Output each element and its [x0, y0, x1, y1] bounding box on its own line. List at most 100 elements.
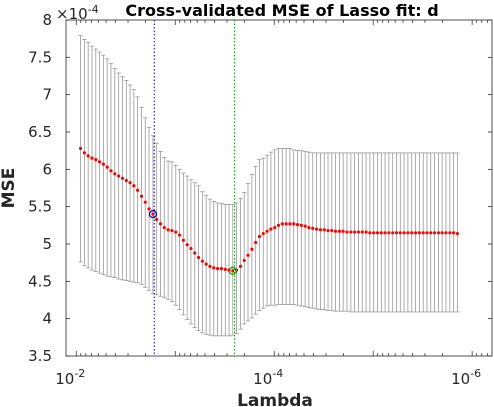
mse-point: [311, 226, 315, 230]
mse-point: [440, 231, 444, 235]
mse-point: [429, 231, 433, 235]
mse-point: [177, 233, 182, 237]
mse-point: [364, 230, 368, 234]
mse-point: [147, 207, 151, 211]
mse-point: [189, 246, 193, 251]
mse-point: [162, 225, 166, 230]
y-tick-label: 6.5: [28, 123, 52, 141]
mse-point: [432, 231, 437, 235]
mse-point: [379, 231, 383, 235]
mse-point: [337, 229, 342, 233]
mse-point: [269, 227, 273, 231]
mse-point: [402, 231, 406, 235]
mse-point: [387, 231, 391, 235]
mse-point: [299, 223, 303, 227]
mse-point: [143, 200, 147, 204]
x-tick-label: 10-2: [55, 367, 85, 388]
mse-point: [353, 230, 357, 234]
mse-point: [292, 222, 296, 226]
x-tick-group: 10-2 10-4 10-6: [55, 20, 488, 388]
mse-point: [208, 264, 212, 268]
y-tick-label: 7: [42, 86, 52, 104]
mse-point: [136, 188, 140, 192]
mse-point: [303, 224, 307, 228]
mse-point: [254, 240, 258, 245]
mse-point: [86, 154, 90, 158]
mse-point: [105, 165, 109, 169]
mse-point: [322, 228, 326, 232]
mse-point: [219, 267, 224, 271]
mse-point: [204, 262, 208, 266]
plot-area-background: [66, 20, 492, 356]
mse-point: [109, 169, 113, 173]
mse-point: [341, 229, 345, 233]
mse-point: [242, 258, 246, 263]
x-tick-label: 10-4: [253, 367, 283, 388]
mse-point: [421, 231, 425, 235]
mse-point: [288, 222, 292, 226]
mse-point: [410, 231, 414, 235]
mse-point: [413, 231, 418, 235]
y-tick-group: 3.5 4 4.5 5 5.5 6 6.5 7 7.5 8: [28, 11, 492, 365]
mse-point: [117, 174, 121, 178]
mse-point: [356, 230, 361, 234]
mse-point: [436, 231, 441, 235]
mse-point: [349, 230, 353, 234]
mse-point: [383, 231, 387, 235]
one-se-marker-circle: [148, 210, 158, 219]
x-axis-label: Lambda: [237, 391, 313, 407]
y-tick-label: 3.5: [28, 347, 52, 365]
mse-point: [120, 176, 125, 180]
mse-point: [455, 231, 459, 236]
mse-point: [113, 172, 117, 176]
mse-point: [257, 234, 262, 239]
y-multiplier-label: ×10-4: [56, 3, 99, 23]
mse-point: [368, 231, 372, 235]
mse-point: [280, 222, 284, 226]
mse-point: [196, 255, 201, 260]
mse-point: [90, 156, 94, 160]
mse-point: [391, 231, 395, 235]
mse-point: [295, 222, 300, 227]
mse-point: [128, 181, 132, 185]
mse-point: [170, 228, 174, 233]
mse-point: [139, 194, 144, 198]
mse-point: [124, 178, 128, 183]
min-mse-marker-circle: [228, 266, 237, 275]
y-tick-label: 4: [42, 310, 52, 328]
mse-point: [417, 231, 422, 235]
mse-point: [372, 231, 376, 235]
mse-point: [216, 267, 220, 271]
mse-point: [345, 230, 349, 234]
mse-point: [398, 231, 402, 235]
mse-point: [246, 253, 250, 257]
mse-point: [200, 259, 204, 263]
y-tick-label: 4.5: [28, 272, 52, 290]
mse-point: [375, 231, 380, 235]
mse-point: [155, 217, 159, 221]
mse-point: [261, 231, 265, 236]
mse-point: [78, 146, 83, 151]
mse-point: [132, 184, 136, 188]
y-multiplier-exponent: -4: [88, 3, 99, 16]
mse-point: [94, 158, 98, 162]
y-tick-label: 6: [42, 160, 52, 178]
mse-point: [307, 225, 311, 230]
mse-point: [238, 264, 243, 268]
y-multiplier-base: ×10: [56, 5, 88, 23]
x-tick-label: 10-6: [451, 367, 481, 388]
y-tick-label: 5.5: [28, 198, 52, 216]
mse-point: [314, 227, 319, 231]
mse-point: [174, 230, 178, 234]
mse-point: [406, 231, 410, 235]
mse-point: [265, 229, 269, 233]
mse-point: [82, 151, 86, 155]
mse-point: [101, 162, 105, 166]
y-tick-label: 8: [42, 11, 52, 29]
mse-point: [185, 243, 189, 247]
mse-point: [318, 228, 323, 232]
mse-point: [166, 228, 170, 232]
mse-point: [394, 231, 399, 235]
mse-point: [231, 269, 235, 273]
